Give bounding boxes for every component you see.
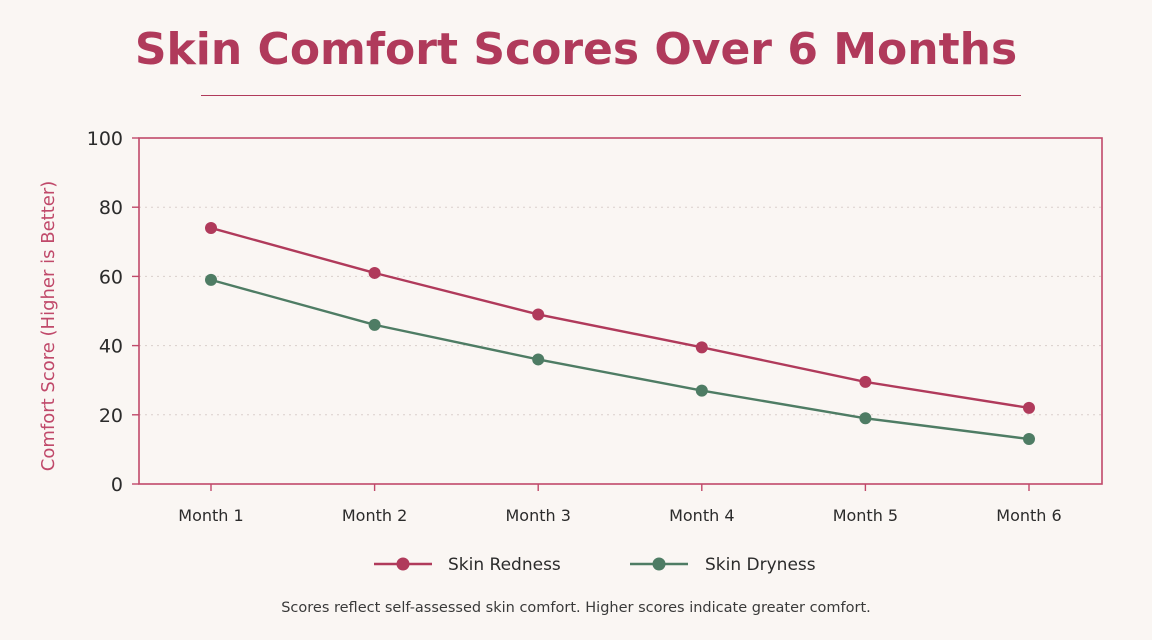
x-tick-label: Month 2: [342, 506, 407, 525]
y-axis-label: Comfort Score (Higher is Better): [38, 181, 59, 472]
legend-swatch-marker: [396, 557, 410, 571]
data-point: [695, 384, 708, 397]
x-tick-label: Month 5: [833, 506, 898, 525]
y-tick-label: 0: [111, 474, 123, 496]
y-tick-label: 100: [87, 128, 123, 150]
data-point: [859, 412, 872, 425]
x-tick-label: Month 3: [505, 506, 570, 525]
data-point: [532, 308, 545, 321]
title-divider: [201, 95, 1021, 96]
legend-swatch-marker: [652, 557, 666, 571]
data-point: [205, 273, 217, 286]
legend-label: Skin Redness: [448, 555, 561, 575]
legend: Skin Redness Skin Dryness: [374, 555, 816, 575]
y-tick-label: 80: [99, 197, 123, 219]
series-line-1: [210, 278, 1030, 441]
data-point: [1023, 401, 1035, 414]
series-line-0: [210, 226, 1030, 410]
gridlines: [139, 206, 1102, 416]
y-tick-label: 60: [99, 266, 123, 288]
data-point: [1023, 433, 1035, 446]
legend-label: Skin Dryness: [705, 555, 816, 575]
x-tick-label: Month 1: [178, 506, 243, 525]
plot-frame: [138, 137, 1103, 485]
data-point: [859, 375, 872, 388]
footnote: Scores reflect self-assessed skin comfor…: [281, 600, 871, 616]
x-tick-label: Month 4: [669, 506, 734, 525]
data-point: [205, 221, 217, 234]
data-point: [695, 341, 708, 354]
series-layer: [205, 221, 1035, 446]
x-tick-label: Month 6: [996, 506, 1061, 525]
y-tick-label: 20: [99, 405, 123, 427]
data-point: [368, 318, 381, 331]
y-axis-ticks: 0 20 40 60 80 100: [87, 128, 139, 496]
x-axis-ticks: Month 1 Month 2 Month 3 Month 4 Month 5 Month…: [178, 484, 1062, 525]
y-tick-label: 40: [99, 336, 123, 358]
data-point: [368, 266, 381, 279]
chart-title: Skin Comfort Scores Over 6 Months: [134, 24, 1018, 75]
data-point: [532, 353, 545, 366]
